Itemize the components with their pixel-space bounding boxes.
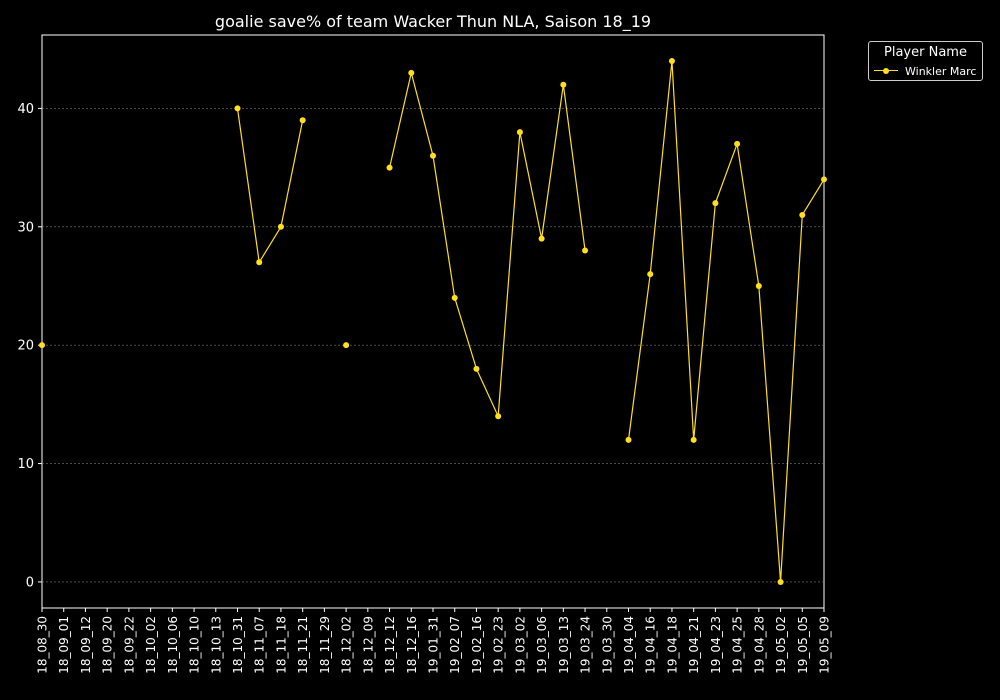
- x-tick-label: 18_11_29: [318, 616, 332, 674]
- x-tick-label: 18_11_21: [296, 616, 310, 674]
- x-tick-label: 19_04_18: [665, 616, 679, 674]
- data-point: [712, 200, 719, 207]
- y-tick-label: 0: [26, 575, 34, 590]
- x-tick-label: 18_10_06: [166, 616, 180, 674]
- plot-area: [41, 34, 825, 609]
- x-tick-label: 19_05_09: [818, 616, 832, 674]
- data-point: [668, 58, 675, 65]
- x-tick-label: 19_05_02: [774, 616, 788, 674]
- x-tick-label: 19_02_16: [470, 616, 484, 674]
- data-point: [799, 211, 806, 218]
- x-tick-label: 19_01_31: [427, 616, 441, 674]
- data-point: [690, 436, 697, 443]
- x-tick-label: 19_04_21: [687, 616, 701, 674]
- legend-label: Winkler Marc: [905, 64, 977, 78]
- x-axis-ticks: 18_08_30 18_09_01 18_09_12 18_09_20 18_09_22…: [36, 608, 832, 674]
- data-point: [755, 282, 762, 289]
- x-tick-label: 18_10_13: [209, 616, 223, 674]
- data-point: [734, 140, 741, 147]
- series-lines: [236, 60, 825, 583]
- x-tick-label: 18_11_18: [274, 616, 288, 674]
- x-tick-label: 19_04_28: [752, 616, 766, 674]
- legend: Player Name Winkler Marc: [868, 41, 983, 81]
- y-tick-label: 10: [17, 457, 34, 472]
- x-tick-label: 19_04_25: [731, 616, 745, 674]
- data-point: [256, 259, 263, 266]
- x-tick-label: 18_10_10: [188, 616, 202, 674]
- x-tick-label: 19_04_16: [644, 616, 658, 674]
- y-tick-label: 40: [17, 102, 34, 117]
- x-tick-label: 19_04_04: [622, 616, 636, 674]
- x-tick-label: 19_03_06: [535, 616, 549, 674]
- y-axis-ticks: 0 10 20 30 40: [17, 102, 42, 590]
- data-point: [299, 117, 306, 124]
- data-point: [560, 81, 567, 88]
- data-point: [516, 129, 523, 136]
- x-tick-label: 18_12_09: [361, 616, 375, 674]
- data-point: [473, 365, 480, 372]
- data-points: [39, 58, 827, 585]
- data-point: [821, 176, 827, 183]
- data-point: [451, 294, 458, 301]
- data-point: [647, 271, 654, 278]
- x-tick-label: 19_03_24: [579, 616, 593, 674]
- x-tick-label: 18_11_07: [253, 616, 267, 674]
- data-point: [39, 342, 45, 349]
- series-line-segment: [388, 72, 586, 417]
- legend-swatch: [873, 66, 899, 76]
- x-tick-label: 18_09_22: [122, 616, 136, 674]
- x-tick-label: 18_09_12: [79, 616, 93, 674]
- data-point: [582, 247, 589, 254]
- x-tick-label: 18_08_30: [36, 616, 50, 674]
- x-tick-label: 19_03_02: [513, 616, 527, 674]
- x-tick-label: 19_03_30: [600, 616, 614, 674]
- data-point: [408, 69, 415, 76]
- legend-entry: Winkler Marc: [873, 64, 976, 78]
- y-tick-label: 30: [17, 220, 34, 235]
- data-point: [430, 152, 436, 159]
- x-tick-label: 19_02_07: [448, 616, 462, 674]
- data-point: [234, 105, 241, 112]
- x-tick-label: 18_10_02: [144, 616, 158, 674]
- x-tick-label: 18_09_01: [57, 616, 71, 674]
- x-tick-label: 18_12_12: [383, 616, 397, 674]
- x-tick-label: 19_03_13: [557, 616, 571, 674]
- data-point: [343, 342, 350, 349]
- data-point: [538, 235, 545, 242]
- x-tick-label: 19_05_05: [796, 616, 810, 674]
- x-tick-label: 18_09_20: [101, 616, 115, 674]
- chart-title: goalie save% of team Wacker Thun NLA, Sa…: [215, 12, 651, 32]
- y-tick-label: 20: [17, 339, 34, 354]
- series-line-segment: [236, 108, 304, 263]
- data-point: [777, 578, 784, 585]
- x-tick-label: 19_02_23: [492, 616, 506, 674]
- data-point: [625, 436, 632, 443]
- data-point: [495, 413, 502, 420]
- x-tick-label: 19_04_23: [709, 616, 723, 674]
- data-point: [277, 223, 284, 230]
- series-line-segment: [627, 60, 825, 583]
- x-tick-label: 18_12_16: [405, 616, 419, 674]
- x-tick-label: 18_10_31: [231, 616, 245, 674]
- data-point: [386, 164, 393, 171]
- legend-title: Player Name: [884, 45, 967, 60]
- x-tick-label: 18_12_02: [340, 616, 354, 674]
